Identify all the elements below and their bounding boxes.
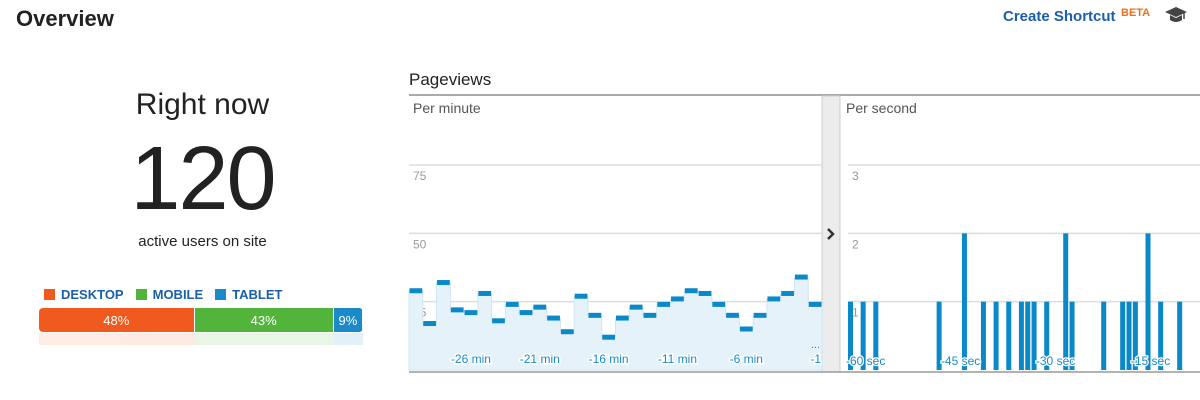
second-bar — [1158, 301, 1164, 370]
y-tick-label: 50 — [413, 237, 427, 251]
y-tick-label: 75 — [413, 169, 427, 183]
device-bar-reflection — [39, 333, 363, 345]
second-bar — [860, 301, 866, 370]
second-bar — [980, 301, 986, 370]
x-tick-label: -11 min — [658, 352, 697, 366]
per-second-label: Per second — [846, 100, 917, 116]
legend-label: TABLET — [232, 287, 283, 302]
legend-tablet: TABLET — [215, 287, 282, 302]
minute-bar — [505, 301, 519, 307]
minute-bar — [739, 326, 753, 332]
minute-bar — [808, 301, 822, 307]
second-bar — [1063, 233, 1069, 370]
second-bar — [1126, 301, 1132, 370]
minute-bar — [698, 290, 712, 296]
minute-bar — [629, 304, 643, 310]
second-bar — [1120, 301, 1126, 370]
second-bar — [1006, 301, 1012, 370]
x-tick-label: -16 min — [589, 352, 629, 366]
desktop-swatch — [44, 289, 55, 300]
minute-bar — [560, 329, 574, 335]
chart-splitter — [821, 95, 841, 373]
device-share-bar: 48% 43% 9% — [39, 308, 363, 332]
minute-bar — [519, 310, 533, 316]
pageviews-title: Pageviews — [409, 70, 492, 89]
device-legend: DESKTOP MOBILE TABLET — [44, 287, 282, 302]
minute-bar — [533, 304, 547, 310]
minute-bar — [712, 301, 726, 307]
second-bar — [1069, 301, 1075, 370]
per-minute-label: Per minute — [413, 100, 481, 116]
minute-bar — [794, 274, 808, 280]
y-tick-label: 1 — [852, 306, 859, 320]
second-bar — [1025, 301, 1031, 370]
minute-bar — [616, 315, 629, 321]
x-tick-label: -45 sec — [941, 354, 980, 368]
legend-label: DESKTOP — [61, 287, 124, 302]
active-users-subtitle: active users on site — [138, 233, 267, 250]
minute-bar — [492, 318, 505, 324]
second-bar — [848, 301, 853, 370]
minute-bar — [574, 293, 588, 299]
x-tick-label: -60 sec — [846, 354, 885, 368]
tablet-swatch — [215, 289, 227, 300]
second-bar — [1145, 233, 1151, 370]
x-tick-label: -6 min — [730, 352, 763, 366]
graduation-cap-icon[interactable] — [1164, 4, 1188, 31]
second-bar — [873, 301, 879, 370]
minute-bar — [657, 301, 671, 307]
segment-reflection — [333, 333, 363, 345]
page-title: Overview — [16, 6, 114, 31]
active-users-count: 120 — [130, 129, 276, 229]
mobile-swatch — [135, 289, 147, 300]
minute-bar — [726, 312, 739, 318]
x-tick-label: -21 min — [520, 352, 560, 366]
second-bar — [1101, 301, 1107, 370]
minute-bar — [588, 312, 602, 318]
more-indicator: ... — [811, 339, 820, 351]
minute-bar — [767, 296, 781, 302]
minute-bar — [684, 288, 698, 294]
y-tick-label: 2 — [852, 237, 859, 251]
second-bar — [936, 301, 942, 370]
second-bar — [1031, 301, 1037, 370]
device-segment[interactable]: 9% — [333, 308, 363, 332]
minute-bar — [643, 312, 657, 318]
x-tick-label: -26 min — [451, 352, 491, 366]
x-tick-label: -30 sec — [1036, 354, 1075, 368]
minute-bar — [602, 334, 615, 340]
device-segment[interactable]: 48% — [39, 308, 195, 332]
segment-reflection — [39, 333, 195, 345]
minute-bar — [409, 288, 423, 294]
minute-bar — [478, 290, 492, 296]
x-tick-label: -1 — [810, 352, 821, 366]
x-tick-label: -15 sec — [1131, 354, 1170, 368]
second-bar — [961, 233, 967, 370]
second-bar — [1132, 301, 1138, 370]
device-segment[interactable]: 43% — [194, 308, 334, 332]
minute-bar — [753, 312, 767, 318]
chevron-right-icon[interactable] — [827, 228, 835, 240]
legend-desktop: DESKTOP — [44, 287, 124, 302]
minute-bar — [781, 290, 794, 296]
minute-bar — [547, 315, 560, 321]
second-bar — [1018, 301, 1024, 370]
segment-reflection — [194, 333, 334, 345]
minute-bar — [437, 280, 450, 286]
legend-label: MOBILE — [152, 287, 204, 302]
minute-bar — [464, 310, 478, 316]
beta-badge: BETA — [1121, 7, 1151, 19]
pageviews-divider — [409, 94, 1200, 96]
second-bar — [993, 301, 999, 370]
second-bar — [1044, 301, 1050, 370]
right-now-label: Right now — [135, 88, 270, 121]
legend-mobile: MOBILE — [135, 287, 204, 302]
second-bar — [1177, 301, 1183, 370]
minute-bar — [450, 307, 464, 313]
y-tick-label: 3 — [852, 169, 859, 183]
minute-bar — [423, 321, 437, 327]
minute-bar — [671, 296, 684, 302]
create-shortcut-link[interactable]: Create Shortcut — [1003, 8, 1116, 25]
